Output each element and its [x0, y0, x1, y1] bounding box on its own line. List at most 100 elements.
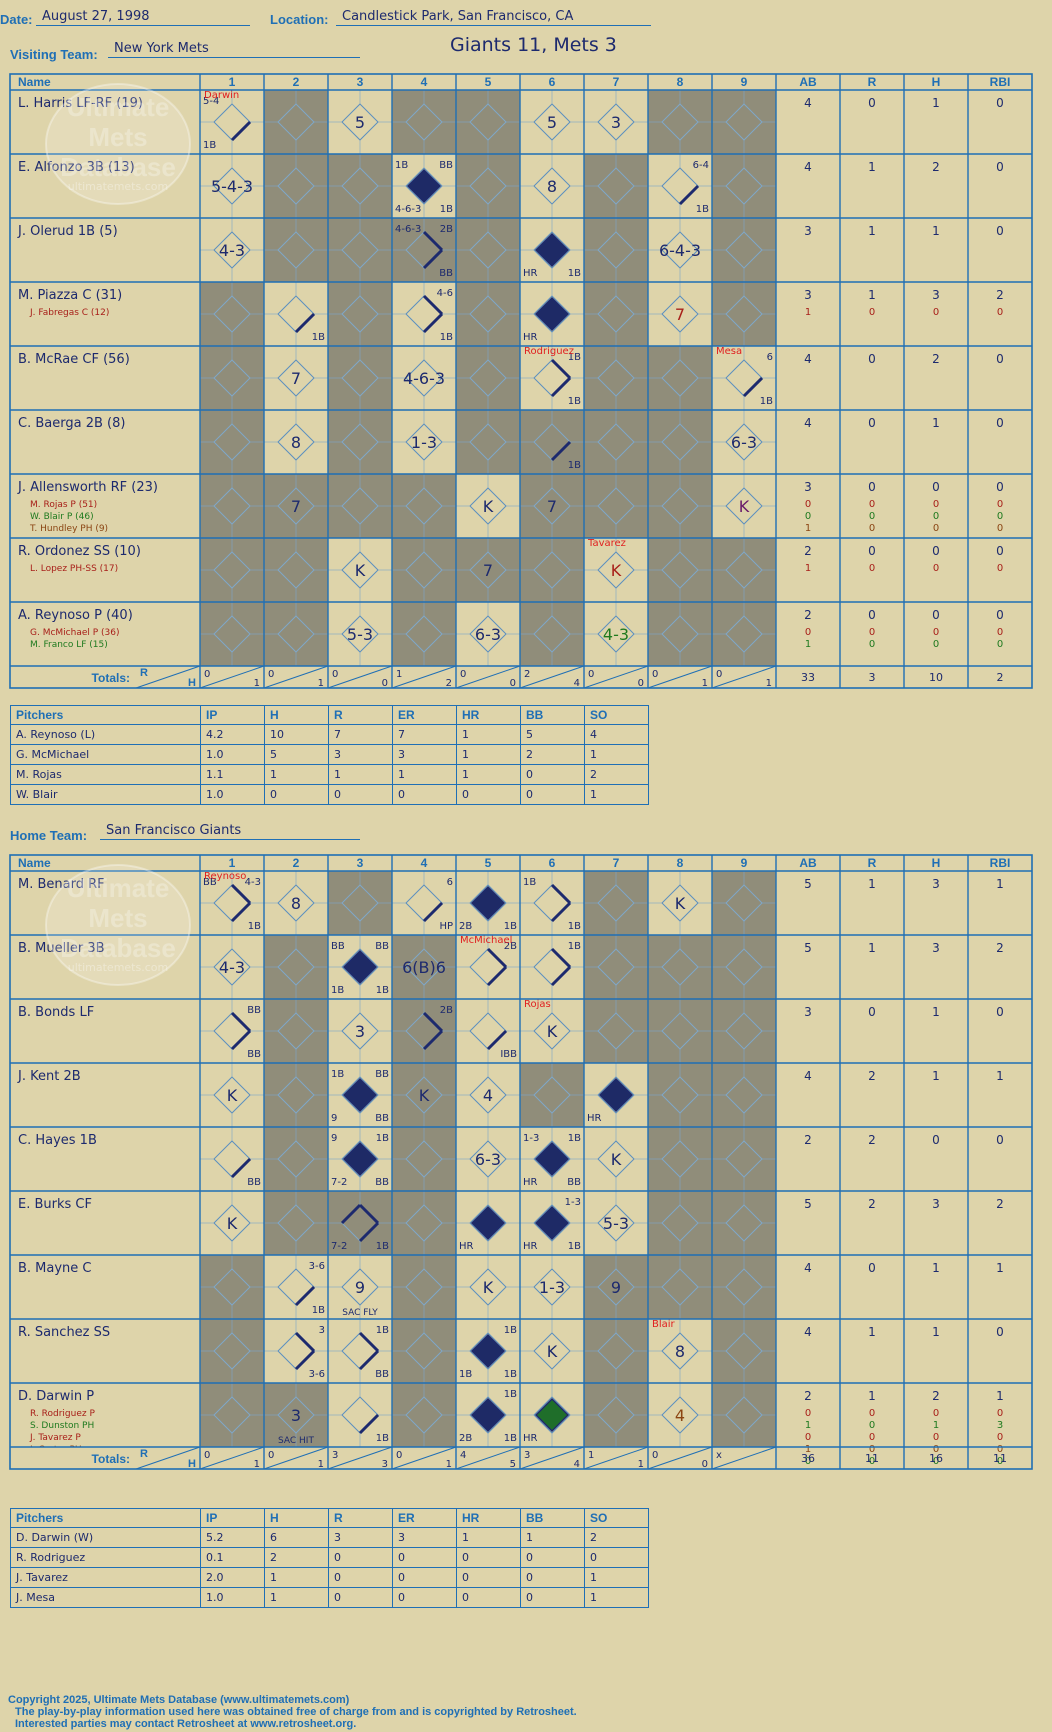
player-stat: 5	[804, 877, 812, 891]
player-stat: 4	[804, 1325, 812, 1339]
totals-label: Totals:	[92, 1452, 130, 1466]
team-total-stat: 10	[929, 671, 943, 684]
play-result: K	[483, 1278, 494, 1297]
player-stat: 4	[804, 1069, 812, 1083]
watermark-text: ultimatemets.com	[68, 180, 168, 193]
inning-header: 6	[549, 75, 556, 89]
inning-hits: 1	[318, 1459, 324, 1470]
player-stat: 0	[868, 1005, 876, 1019]
pitcher-name: W. Blair	[10, 784, 201, 805]
pitcher-stat: 1	[264, 1587, 329, 1608]
play-result: 4-6-3	[403, 369, 445, 388]
inning-runs: 0	[204, 1450, 210, 1461]
home-pitching-table: Pitchers IP H R ER HR BB SO D. Darwin (W) 5.2 6 3 3 1…	[10, 1508, 649, 1608]
copyright-footer: Copyright 2025, Ultimate Mets Database (…	[8, 1694, 577, 1730]
player-stat: 0	[996, 480, 1004, 494]
play-note: 9	[331, 1133, 337, 1144]
pitcher-stat: 0	[456, 784, 521, 805]
pitcher-stat: 1	[584, 1587, 649, 1608]
basepath-first	[550, 965, 572, 987]
play-result: 6-3	[475, 625, 501, 644]
stat-header: RBI	[990, 856, 1011, 870]
player-stat: 0	[997, 1456, 1003, 1467]
pitcher-stat: 1	[456, 744, 521, 765]
basepath-first	[550, 440, 572, 462]
play-note: HR	[523, 332, 538, 343]
inning-header: 5	[485, 75, 492, 89]
pitcher-stat: 1	[456, 724, 521, 745]
player-stat: 0	[868, 1261, 876, 1275]
player-stat: 0	[869, 1444, 875, 1455]
play-note: 1B	[504, 1433, 517, 1444]
watermark-seal	[45, 83, 191, 205]
inning-hits: 1	[638, 1459, 644, 1470]
play-note: 1B	[568, 921, 581, 932]
play-result: 6-3	[475, 1150, 501, 1169]
team-total-stat: 33	[801, 671, 815, 684]
player-name: M. Piazza C (31)	[18, 288, 122, 303]
inning-runs: 0	[652, 1450, 658, 1461]
basepath-second	[358, 1203, 380, 1225]
play-note: 6	[447, 877, 453, 888]
inning-runs: 0	[652, 669, 658, 680]
substitute-name: G. McMichael P (36)	[30, 628, 120, 638]
pitcher-row: J. Tavarez 2.0 1 0 0 0 0 1	[10, 1567, 649, 1588]
stat-header: RBI	[990, 75, 1011, 89]
inning-header: 1	[229, 75, 236, 89]
play-note: HR	[523, 1433, 538, 1444]
player-stat: 4	[804, 1261, 812, 1275]
play-result: 4	[675, 1406, 685, 1425]
player-stat: 0	[869, 523, 875, 534]
substitute-name: W. Blair P (46)	[30, 512, 94, 522]
play-note: 1B	[440, 204, 453, 215]
pitcher-name: M. Rojas	[10, 764, 201, 785]
play-result: 9	[611, 1278, 621, 1297]
run-scored-diamond	[534, 1397, 570, 1433]
pitcher-name: R. Rodriguez	[10, 1547, 201, 1568]
home-team-label: Home Team:	[10, 828, 88, 843]
basepath-first	[294, 1285, 316, 1307]
player-stat: 2	[868, 1133, 876, 1147]
play-note: 4-6	[437, 288, 453, 299]
player-stat: 3	[804, 480, 812, 494]
pitching-change-note: Reynoso	[204, 871, 246, 882]
pitcher-name: J. Mesa	[10, 1587, 201, 1608]
run-scored-diamond	[342, 949, 378, 985]
player-stat: 0	[868, 544, 876, 558]
play-note: BB	[375, 1369, 389, 1380]
play-result: 5-4-3	[211, 177, 253, 196]
pitcher-row: A. Reynoso (L) 4.2 10 7 7 1 5 4	[10, 724, 649, 745]
player-stat: 1	[932, 1325, 940, 1339]
pitching-column-header: BB	[520, 705, 585, 725]
watermark-text: Mets	[88, 903, 147, 933]
pitcher-stat: 0	[328, 784, 393, 805]
play-note: 2B	[440, 224, 453, 235]
player-name: J. Olerud 1B (5)	[17, 224, 118, 239]
play-result: 4	[483, 1086, 493, 1105]
totals-diagonal	[647, 1446, 713, 1470]
inning-header: 4	[421, 75, 428, 89]
inning-hits: 4	[574, 1459, 580, 1470]
play-note: 1B	[312, 1305, 325, 1316]
play-result: 5-3	[347, 625, 373, 644]
team-total-stat: 11	[993, 1452, 1007, 1465]
inning-hits: 1	[702, 678, 708, 689]
totals-diagonal	[199, 1446, 265, 1470]
player-stat: 2	[932, 352, 940, 366]
player-stat: 0	[868, 352, 876, 366]
pitching-header-row: Pitchers IP H R ER HR BB SO	[10, 705, 649, 725]
basepath-first	[358, 1349, 380, 1371]
player-stat: 3	[932, 877, 940, 891]
play-result: 6-4-3	[659, 241, 701, 260]
basepath-first	[742, 376, 764, 398]
play-note: 2B	[459, 1433, 472, 1444]
play-note: BB	[439, 160, 453, 171]
basepath-first	[422, 312, 444, 334]
player-stat: 0	[869, 627, 875, 638]
player-stat: 0	[869, 563, 875, 574]
player-stat: 0	[805, 499, 811, 510]
run-scored-diamond	[534, 1205, 570, 1241]
play-note: 3-6	[309, 1369, 325, 1380]
pitcher-name: A. Reynoso (L)	[10, 724, 201, 745]
player-stat: 4	[804, 160, 812, 174]
